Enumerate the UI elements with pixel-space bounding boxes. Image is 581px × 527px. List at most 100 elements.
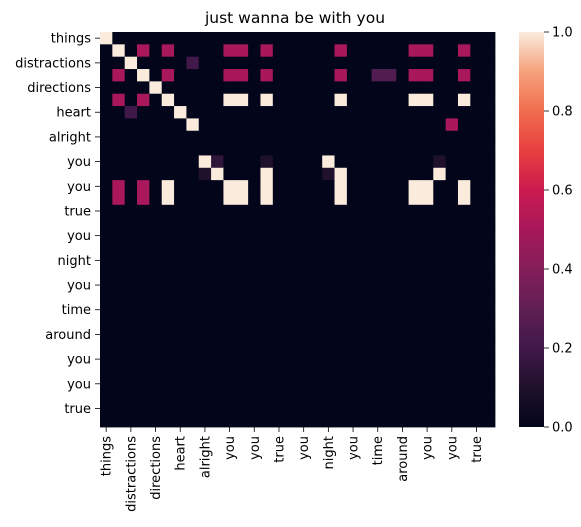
- heatmap-cell: [223, 315, 237, 329]
- heatmap-cell: [285, 56, 298, 70]
- heatmap-cell: [198, 69, 212, 82]
- heatmap-cell: [309, 81, 323, 95]
- heatmap-cell: [420, 377, 434, 391]
- heatmap-cell: [457, 56, 471, 70]
- heatmap-cell: [359, 352, 372, 366]
- heatmap-cell: [186, 266, 200, 280]
- heatmap-cell: [137, 315, 150, 329]
- heatmap-cell: [322, 192, 335, 206]
- heatmap-cell: [174, 69, 187, 82]
- heatmap-cell: [334, 106, 348, 119]
- heatmap-cell: [260, 414, 274, 428]
- heatmap-cell: [124, 217, 138, 230]
- heatmap-cell: [482, 44, 496, 58]
- heatmap-cell: [334, 365, 348, 379]
- heatmap-cell: [371, 229, 385, 243]
- heatmap-cell: [433, 93, 447, 107]
- heatmap-cell: [482, 278, 496, 292]
- heatmap-cell: [408, 315, 422, 329]
- heatmap-cell: [100, 155, 113, 169]
- heatmap-cell: [322, 414, 335, 428]
- heatmap-cell: [346, 192, 360, 206]
- heatmap-cell: [248, 328, 261, 341]
- heatmap-cell: [223, 229, 237, 243]
- heatmap-cell: [124, 130, 138, 144]
- heatmap-cell: [445, 81, 459, 95]
- heatmap-cell: [161, 44, 175, 58]
- heatmap-cell: [124, 414, 138, 428]
- heatmap-cell: [334, 204, 348, 218]
- heatmap-cell: [334, 167, 348, 181]
- heatmap-cell: [149, 278, 163, 292]
- heatmap-cell: [297, 32, 311, 45]
- heatmap-cell: [235, 130, 249, 144]
- heatmap-cell: [100, 130, 113, 144]
- heatmap-cell: [371, 217, 385, 230]
- heatmap-cell: [334, 402, 348, 416]
- heatmap-cell: [309, 340, 323, 354]
- heatmap-cell: [223, 44, 237, 58]
- heatmap-cell: [420, 56, 434, 70]
- y-tick-label: heart: [56, 106, 91, 121]
- y-tick-label: you: [67, 279, 91, 294]
- heatmap-cell: [161, 328, 175, 341]
- heatmap-cell: [383, 278, 397, 292]
- heatmap-cell: [235, 315, 249, 329]
- heatmap-cell: [100, 93, 113, 107]
- heatmap-cell: [322, 69, 335, 82]
- heatmap-cell: [371, 352, 385, 366]
- heatmap-cell: [137, 328, 150, 341]
- heatmap-cell: [161, 69, 175, 82]
- heatmap-cell: [161, 303, 175, 317]
- heatmap-cell: [112, 328, 126, 341]
- heatmap-cell: [396, 32, 409, 45]
- heatmap-cell: [346, 44, 360, 58]
- heatmap-cell: [359, 192, 372, 206]
- heatmap-cell: [470, 414, 484, 428]
- heatmap-cell: [420, 204, 434, 218]
- heatmap-cell: [322, 402, 335, 416]
- heatmap-cell: [285, 143, 298, 156]
- heatmap-cell: [137, 44, 150, 58]
- heatmap-cell: [272, 303, 286, 317]
- heatmap-cell: [223, 352, 237, 366]
- heatmap-cell: [235, 155, 249, 169]
- heatmap-cell: [457, 217, 471, 230]
- heatmap-cell: [211, 167, 224, 181]
- heatmap-cell: [396, 266, 409, 280]
- x-tick-label: heart: [174, 436, 189, 471]
- heatmap-cell: [371, 377, 385, 391]
- heatmap-cell: [297, 44, 311, 58]
- heatmap-cell: [371, 93, 385, 107]
- heatmap-cell: [137, 291, 150, 304]
- heatmap-cell: [161, 241, 175, 255]
- heatmap-cell: [272, 167, 286, 181]
- heatmap-cell: [260, 217, 274, 230]
- heatmap-cell: [198, 229, 212, 243]
- heatmap-cell: [149, 192, 163, 206]
- heatmap-cell: [112, 241, 126, 255]
- heatmap-cell: [211, 229, 224, 243]
- heatmap-cell: [309, 69, 323, 82]
- heatmap-cell: [346, 204, 360, 218]
- heatmap-cell: [445, 118, 459, 132]
- heatmap-cell: [420, 365, 434, 379]
- heatmap-cell: [408, 44, 422, 58]
- heatmap-cell: [309, 32, 323, 45]
- heatmap-cell: [433, 180, 447, 193]
- heatmap-cell: [235, 254, 249, 267]
- heatmap-cell: [223, 241, 237, 255]
- heatmap-cell: [359, 93, 372, 107]
- heatmap-cell: [371, 328, 385, 341]
- heatmap-cell: [211, 180, 224, 193]
- heatmap-cell: [235, 303, 249, 317]
- heatmap-cell: [445, 180, 459, 193]
- heatmap-cell: [248, 377, 261, 391]
- heatmap-cell: [100, 402, 113, 416]
- heatmap-cell: [371, 118, 385, 132]
- heatmap-cell: [371, 69, 385, 82]
- heatmap-cell: [309, 402, 323, 416]
- heatmap-cell: [482, 291, 496, 304]
- x-tick-label: directions: [149, 436, 164, 500]
- heatmap-cell: [161, 217, 175, 230]
